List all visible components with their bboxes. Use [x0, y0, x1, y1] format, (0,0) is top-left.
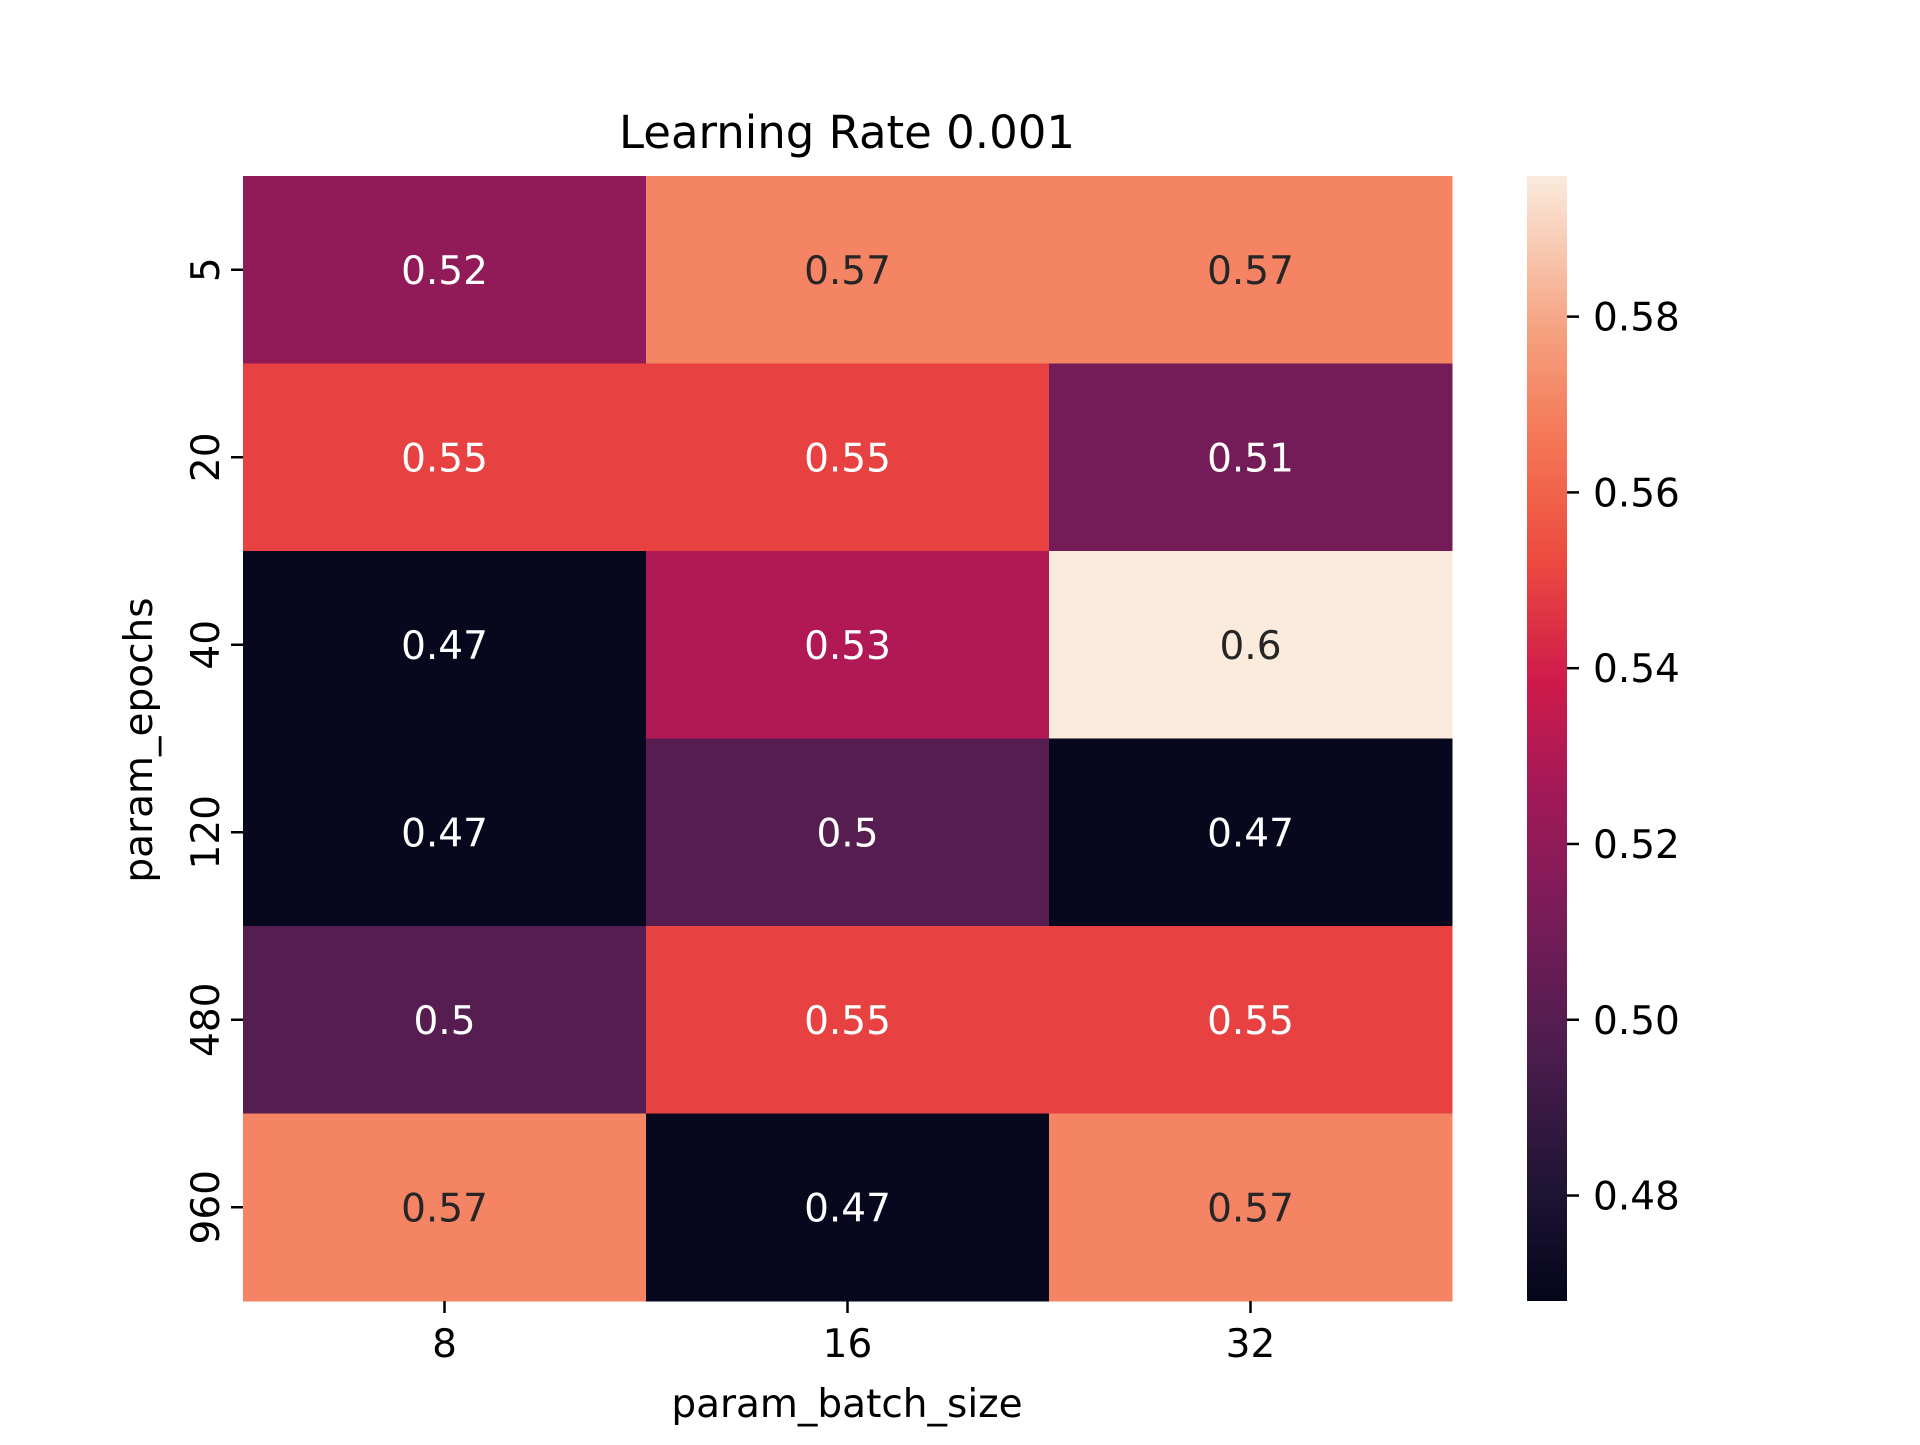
- y-tick-label: 120: [184, 795, 229, 869]
- x-axis: 8 16 32: [432, 1301, 1275, 1367]
- cell-value-label: 0.47: [1207, 811, 1294, 856]
- y-tick-label: 40: [184, 620, 229, 670]
- heatmap-cell: [1049, 926, 1453, 1114]
- heatmap-cell: [646, 551, 1050, 739]
- heatmap-cell: [243, 1113, 647, 1302]
- cell-value-label: 0.51: [1207, 436, 1294, 481]
- cell-value-label: 0.5: [816, 811, 878, 856]
- colorbar: [1527, 176, 1567, 1301]
- cell-value-label: 0.55: [1207, 999, 1294, 1044]
- x-tick-label: 32: [1226, 1322, 1276, 1367]
- x-tick-label: 16: [823, 1322, 873, 1367]
- cell-value-label: 0.57: [804, 249, 891, 294]
- cell-value-label: 0.57: [1207, 1186, 1294, 1231]
- colorbar-tick-label: 0.58: [1593, 296, 1680, 341]
- heatmap-cell: [646, 926, 1050, 1114]
- heatmap-cell: [646, 176, 1050, 364]
- cell-value-label: 0.57: [401, 1186, 488, 1231]
- y-tick-label: 960: [184, 1170, 229, 1244]
- heatmap-cell: [243, 926, 647, 1114]
- y-axis-label: param_epochs: [117, 597, 162, 882]
- heatmap-cell: [1049, 738, 1453, 927]
- heatmap-cell: [243, 363, 647, 552]
- heatmap-cell: [243, 176, 647, 364]
- cell-value-label: 0.5: [413, 999, 475, 1044]
- heatmap-cell: [243, 551, 647, 739]
- cell-value-label: 0.47: [804, 1186, 891, 1231]
- colorbar-tick-label: 0.50: [1593, 999, 1680, 1044]
- heatmap-cells: 0.52 0.57 0.57 0.55 0.55 0.51 0.47 0.53 0.6 0.47 0…: [243, 176, 1453, 1302]
- cell-value-label: 0.47: [401, 624, 488, 669]
- cell-value-label: 0.47: [401, 811, 488, 856]
- y-tick-label: 5: [184, 257, 229, 282]
- heatmap-cell: [646, 1113, 1050, 1302]
- heatmap-cell: [646, 363, 1050, 552]
- chart-title: Learning Rate 0.001: [619, 106, 1075, 159]
- heatmap-cell: [1049, 363, 1453, 552]
- colorbar-ticks: 0.48 0.50 0.52 0.54 0.56 0.58: [1567, 296, 1680, 1220]
- heatmap-cell: [1049, 1113, 1453, 1302]
- colorbar-tick-label: 0.48: [1593, 1175, 1680, 1220]
- cell-value-label: 0.57: [1207, 249, 1294, 294]
- x-axis-label: param_batch_size: [671, 1382, 1022, 1427]
- heatmap-cell: [1049, 176, 1453, 364]
- colorbar-tick-label: 0.54: [1593, 647, 1680, 692]
- cell-value-label: 0.53: [804, 624, 891, 669]
- cell-value-label: 0.52: [401, 249, 488, 294]
- heatmap-cell: [1049, 551, 1453, 739]
- y-tick-label: 480: [184, 983, 229, 1057]
- y-tick-label: 20: [184, 432, 229, 482]
- heatmap-cell: [243, 738, 647, 927]
- colorbar-tick-label: 0.56: [1593, 471, 1680, 516]
- cell-value-label: 0.55: [401, 436, 488, 481]
- colorbar-tick-label: 0.52: [1593, 823, 1680, 868]
- cell-value-label: 0.6: [1219, 624, 1281, 669]
- x-tick-label: 8: [432, 1322, 457, 1367]
- heatmap-cell: [646, 738, 1050, 927]
- cell-value-label: 0.55: [804, 999, 891, 1044]
- cell-value-label: 0.55: [804, 436, 891, 481]
- y-axis: 5 20 40 120 480 960: [184, 257, 243, 1244]
